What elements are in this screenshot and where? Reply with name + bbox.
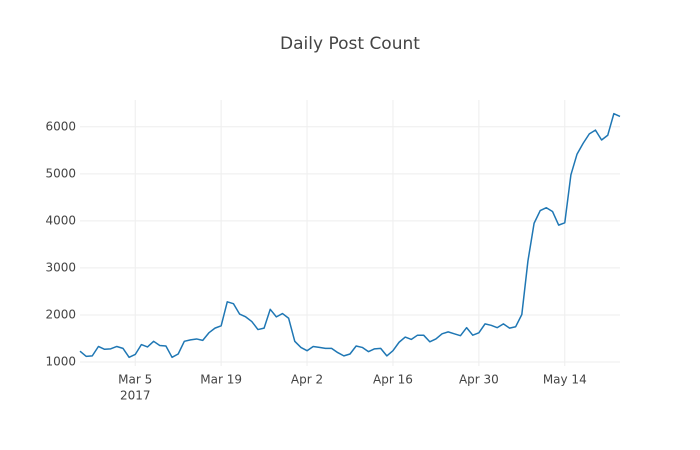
chart-title: Daily Post Count [280,34,420,54]
x-tick-label: Mar 5 [118,373,152,387]
x-tick-label: Mar 19 [200,373,242,387]
y-tick-label: 3000 [45,260,76,274]
y-tick-label: 1000 [45,355,76,369]
y-tick-label: 5000 [45,166,76,180]
y-tick-label: 2000 [45,307,76,321]
y-tick-label: 4000 [45,213,76,227]
x-tick-label: Apr 2 [291,373,323,387]
x-tick-label: May 14 [543,373,587,387]
data-line [79,112,621,359]
x-tick-year: 2017 [120,389,151,403]
x-tick-label: Apr 16 [373,373,413,387]
x-tick-label: Apr 30 [459,373,499,387]
y-tick-label: 6000 [45,119,76,133]
